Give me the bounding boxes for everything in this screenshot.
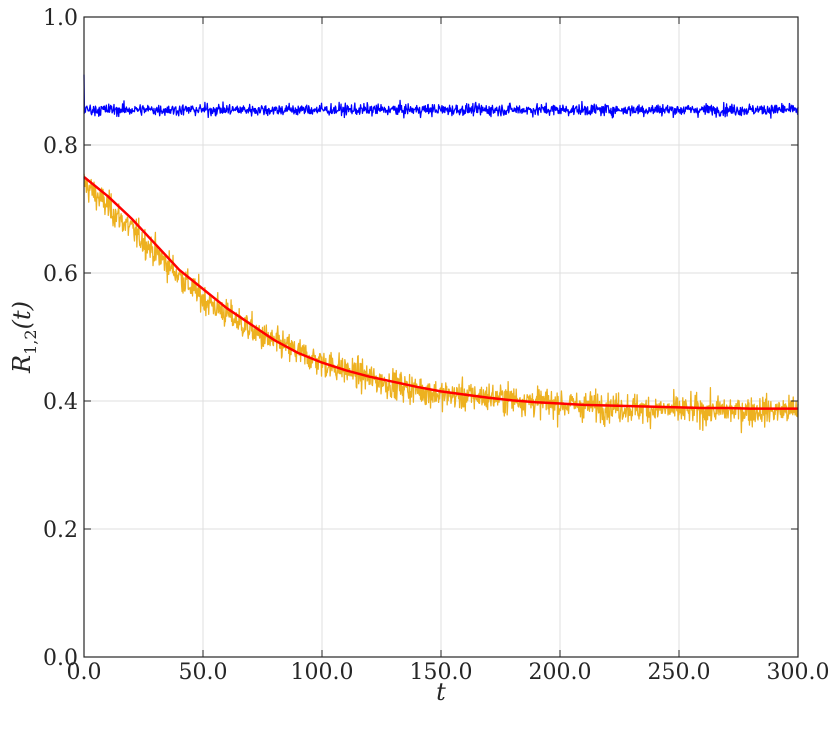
y-tick-label: 0.6: [43, 262, 78, 287]
x-tick-label: 300.0: [767, 660, 830, 685]
series-line: [83, 173, 799, 434]
x-tick-label: 150.0: [410, 660, 473, 685]
y-axis-label-subscript: 1,2: [21, 329, 40, 354]
y-tick-label: 0.4: [43, 390, 78, 415]
x-tick-label: 250.0: [648, 660, 711, 685]
y-tick-label: 1.0: [43, 6, 78, 31]
x-tick-label: 100.0: [291, 660, 354, 685]
y-axis-label-argument: (t): [8, 301, 36, 329]
x-tick-label: 200.0: [529, 660, 592, 685]
ticks: [83, 16, 799, 658]
x-tick-label: 50.0: [179, 660, 228, 685]
y-axis-label: R1,2(t): [8, 301, 40, 374]
series-line: [83, 176, 798, 410]
y-axis-label-base: R: [8, 355, 36, 374]
tick-labels: 0.0 50.0 100.0 150.0 200.0 250.0 300.0 0.0 0.2 0.…: [43, 6, 829, 685]
x-axis-label: t: [436, 678, 446, 706]
x-tick-label: 0.0: [67, 660, 102, 685]
y-tick-label: 0.0: [43, 646, 78, 671]
series-line: [83, 74, 799, 119]
y-tick-label: 0.8: [43, 134, 78, 159]
y-tick-label: 0.2: [43, 518, 78, 543]
series-layer: [83, 74, 799, 434]
